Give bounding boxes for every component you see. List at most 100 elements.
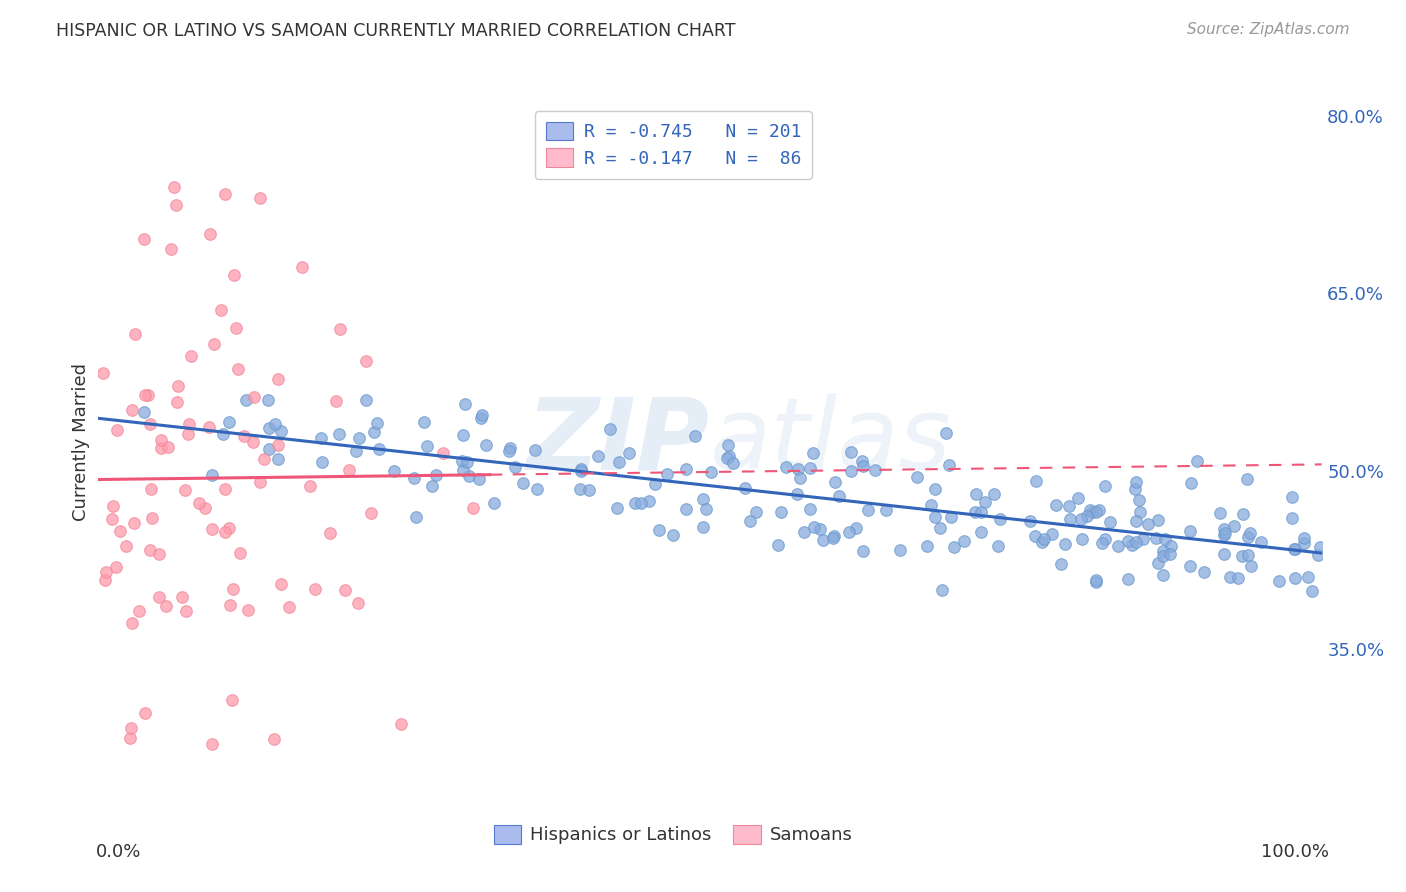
Point <box>963 505 986 519</box>
Point <box>270 576 292 591</box>
Point <box>1284 541 1306 556</box>
Point <box>1294 536 1316 550</box>
Point <box>586 449 609 463</box>
Point <box>1159 547 1181 561</box>
Point <box>108 524 131 538</box>
Point <box>1032 532 1054 546</box>
Point <box>823 529 845 543</box>
Point <box>1281 510 1303 524</box>
Point <box>257 442 280 457</box>
Point <box>699 465 721 479</box>
Point <box>917 539 939 553</box>
Point <box>311 455 333 469</box>
Point <box>204 336 226 351</box>
Point <box>929 521 952 535</box>
Point <box>717 438 740 452</box>
Point <box>1152 549 1174 563</box>
Point <box>94 566 117 580</box>
Point <box>163 180 186 194</box>
Point <box>1180 475 1202 490</box>
Point <box>716 451 738 466</box>
Point <box>499 441 522 455</box>
Point <box>1236 548 1258 562</box>
Point <box>801 446 824 460</box>
Text: 0.0%: 0.0% <box>96 843 141 861</box>
Point <box>799 502 821 516</box>
Point <box>624 496 647 510</box>
Point <box>1268 574 1291 589</box>
Point <box>1123 483 1146 497</box>
Point <box>201 522 224 536</box>
Point <box>1296 570 1319 584</box>
Point <box>723 456 745 470</box>
Point <box>165 198 187 212</box>
Point <box>1125 475 1147 489</box>
Point <box>224 268 246 282</box>
Point <box>214 524 236 539</box>
Point <box>935 425 957 440</box>
Point <box>304 582 326 596</box>
Point <box>1084 574 1107 589</box>
Point <box>257 393 280 408</box>
Point <box>512 475 534 490</box>
Point <box>1292 531 1315 545</box>
Point <box>91 367 114 381</box>
Point <box>769 505 792 519</box>
Point <box>1152 544 1174 558</box>
Point <box>974 495 997 509</box>
Point <box>200 227 222 241</box>
Point <box>1125 534 1147 549</box>
Point <box>180 349 202 363</box>
Point <box>740 514 762 528</box>
Point <box>105 423 128 437</box>
Point <box>475 438 498 452</box>
Point <box>1091 536 1114 550</box>
Point <box>1219 570 1241 584</box>
Point <box>299 479 322 493</box>
Point <box>1232 507 1254 521</box>
Point <box>134 388 156 402</box>
Point <box>1031 534 1053 549</box>
Point <box>1212 523 1234 537</box>
Point <box>101 512 124 526</box>
Point <box>811 533 834 548</box>
Point <box>734 481 756 495</box>
Point <box>569 462 592 476</box>
Point <box>1237 530 1260 544</box>
Point <box>242 435 264 450</box>
Point <box>787 461 810 475</box>
Point <box>965 486 987 500</box>
Point <box>94 573 117 587</box>
Point <box>1281 490 1303 504</box>
Point <box>692 520 714 534</box>
Point <box>470 410 492 425</box>
Point <box>498 443 520 458</box>
Point <box>568 482 591 496</box>
Point <box>221 693 243 707</box>
Point <box>1053 537 1076 551</box>
Point <box>482 496 505 510</box>
Point <box>148 547 170 561</box>
Point <box>1116 573 1139 587</box>
Point <box>931 583 953 598</box>
Point <box>114 539 136 553</box>
Point <box>166 394 188 409</box>
Point <box>214 187 236 202</box>
Point <box>675 462 697 476</box>
Point <box>1059 511 1081 525</box>
Point <box>267 438 290 452</box>
Point <box>1146 556 1168 570</box>
Point <box>578 483 600 497</box>
Point <box>118 731 141 745</box>
Point <box>695 501 717 516</box>
Point <box>630 496 652 510</box>
Point <box>657 467 679 481</box>
Point <box>939 510 962 524</box>
Point <box>1045 498 1067 512</box>
Point <box>839 444 862 458</box>
Point <box>852 458 875 473</box>
Point <box>1050 557 1073 571</box>
Point <box>952 533 974 548</box>
Point <box>356 354 378 368</box>
Point <box>1118 534 1140 549</box>
